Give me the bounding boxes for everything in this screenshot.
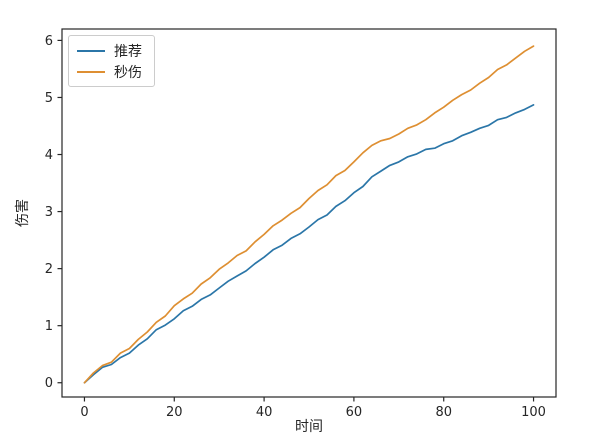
x-tick-label: 40 xyxy=(256,405,273,420)
legend-item-dps: 秒伤 xyxy=(77,61,142,82)
legend-label-dps: 秒伤 xyxy=(114,64,142,81)
y-tick-label: 2 xyxy=(45,262,53,277)
y-tick-label: 1 xyxy=(45,319,53,334)
series-line-0 xyxy=(83,104,535,384)
x-tick-label: 80 xyxy=(435,405,452,420)
series-line-1 xyxy=(83,45,535,384)
y-tick-label: 3 xyxy=(45,205,53,220)
x-tick-label: 20 xyxy=(166,405,183,420)
y-tick-label: 0 xyxy=(45,376,53,391)
x-tick-label: 0 xyxy=(80,405,88,420)
y-tick-label: 6 xyxy=(45,34,53,49)
plot-border xyxy=(61,28,557,398)
legend: 推荐 秒伤 xyxy=(68,35,155,87)
x-tick-label: 60 xyxy=(346,405,363,420)
x-axis-label: 时间 xyxy=(295,419,323,435)
x-tick-label: 100 xyxy=(521,405,546,420)
legend-line-swatch-recommend xyxy=(77,49,105,52)
y-tick-label: 4 xyxy=(45,148,53,163)
legend-item-recommend: 推荐 xyxy=(77,40,142,61)
y-axis-label: 伤害 xyxy=(15,199,31,227)
y-tick-label: 5 xyxy=(45,91,53,106)
legend-line-swatch-dps xyxy=(77,70,105,73)
legend-label-recommend: 推荐 xyxy=(114,43,142,60)
